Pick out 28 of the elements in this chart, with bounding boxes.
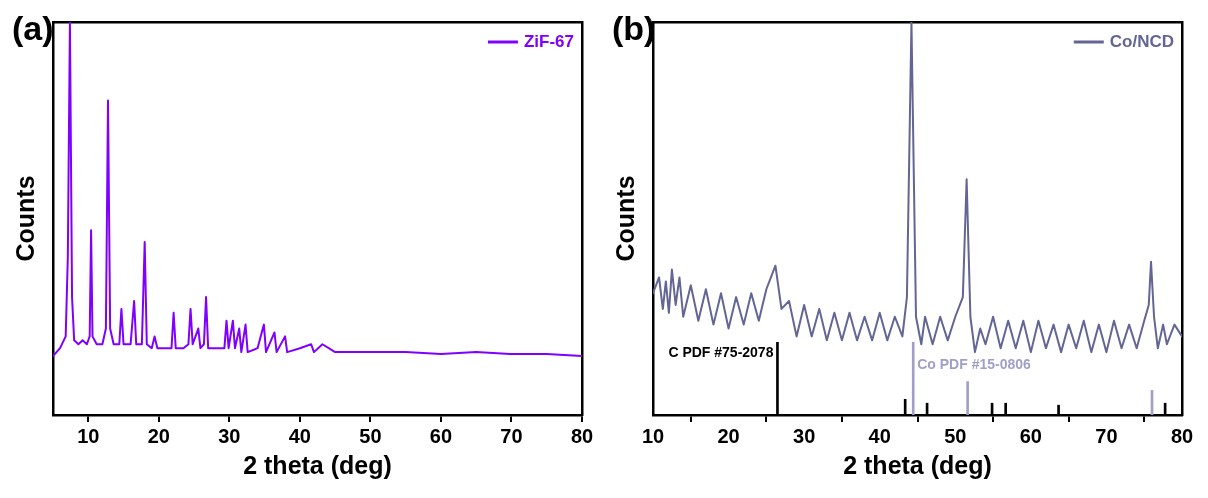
series-label: Co PDF #15-0806 <box>917 356 1032 373</box>
x-tick-label: 30 <box>218 424 241 447</box>
x-tick-label: 10 <box>641 424 665 447</box>
x-tick-label: 50 <box>359 424 382 447</box>
x-axis-title: 2 theta (deg) <box>843 450 992 479</box>
x-tick-label: 40 <box>288 424 311 447</box>
bar <box>911 341 915 415</box>
legend-label: Co/NCD <box>1109 31 1174 51</box>
x-tick-label: 20 <box>147 424 170 447</box>
y-axis-title: Counts <box>610 175 639 262</box>
x-tick-label: 60 <box>1019 424 1042 447</box>
x-tick-label: 80 <box>1170 424 1194 447</box>
x-tick-label: 10 <box>77 424 100 447</box>
x-tick-label: 80 <box>570 424 594 447</box>
x-tick-label: 70 <box>1095 424 1118 447</box>
chart-title: (b) <box>612 8 656 48</box>
series-label: C PDF #75-2078 <box>668 344 774 361</box>
x-axis-title: 2 theta (deg) <box>243 450 392 479</box>
legend-label: ZiF-67 <box>523 31 574 51</box>
x-tick-label: 40 <box>868 424 891 447</box>
x-tick-label: 50 <box>944 424 967 447</box>
chart-title: (a) <box>12 8 54 48</box>
x-tick-label: 60 <box>429 424 453 447</box>
x-tick-label: 70 <box>500 424 523 447</box>
y-axis-title: Counts <box>10 175 39 262</box>
bar <box>966 381 969 415</box>
x-tick-label: 20 <box>717 424 740 447</box>
x-tick-label: 30 <box>793 424 816 447</box>
